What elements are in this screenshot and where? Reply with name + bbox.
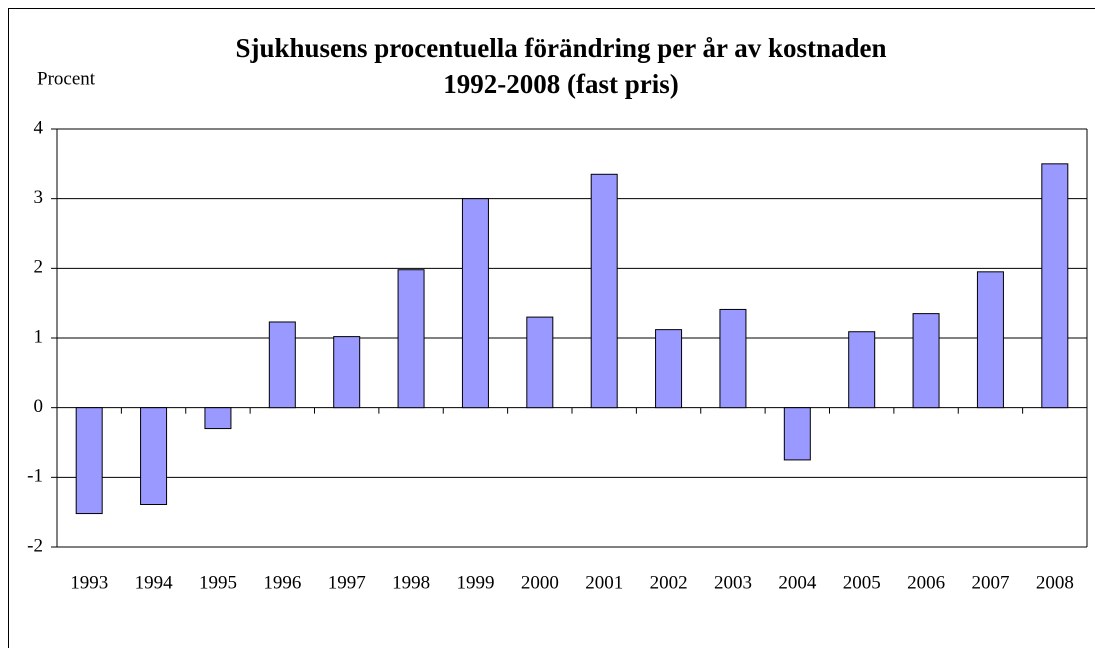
bar [461,198,489,409]
x-tick-label: 2005 [843,572,881,593]
y-axis-label: Procent [37,68,96,89]
x-tick-label: 1995 [199,572,237,593]
bar [75,407,103,515]
bar [333,336,361,409]
x-tick-label: 2007 [971,572,1009,593]
y-tick-label: 3 [34,187,44,208]
x-tick-label: 1999 [456,572,494,593]
y-tick-label: -2 [27,535,43,556]
y-tick-label: 1 [34,326,44,347]
y-tick-label: -1 [27,466,43,487]
x-tick-label: 2004 [778,572,817,593]
x-tick-label: 2003 [714,572,752,593]
x-tick-label: 2001 [585,572,623,593]
x-tick-label: 2006 [907,572,945,593]
y-tick-label: 0 [34,396,44,417]
bar [912,313,940,409]
bar [719,308,747,409]
bar [526,316,554,409]
bar [1041,163,1069,409]
x-tick-label: 1997 [328,572,366,593]
chart-title: Sjukhusens procentuella förändring per å… [235,33,887,99]
x-tick-label: 2008 [1036,572,1074,593]
x-tick-label: 2002 [650,572,688,593]
x-tick-label: 1994 [135,572,174,593]
x-tick-label: 1993 [70,572,108,593]
y-tick-label: 2 [34,257,44,278]
x-tick-label: 2000 [521,572,559,593]
bar [783,407,811,461]
bar [655,329,683,409]
x-tick-label: 1996 [263,572,301,593]
bar [204,407,232,430]
bar [268,321,296,409]
bar [590,173,618,409]
chart-frame [8,8,1095,648]
bar [397,269,425,409]
y-tick-label: 4 [34,117,44,138]
bar [140,407,168,506]
x-tick-label: 1998 [392,572,430,593]
bar [848,331,876,409]
bar [976,271,1004,409]
